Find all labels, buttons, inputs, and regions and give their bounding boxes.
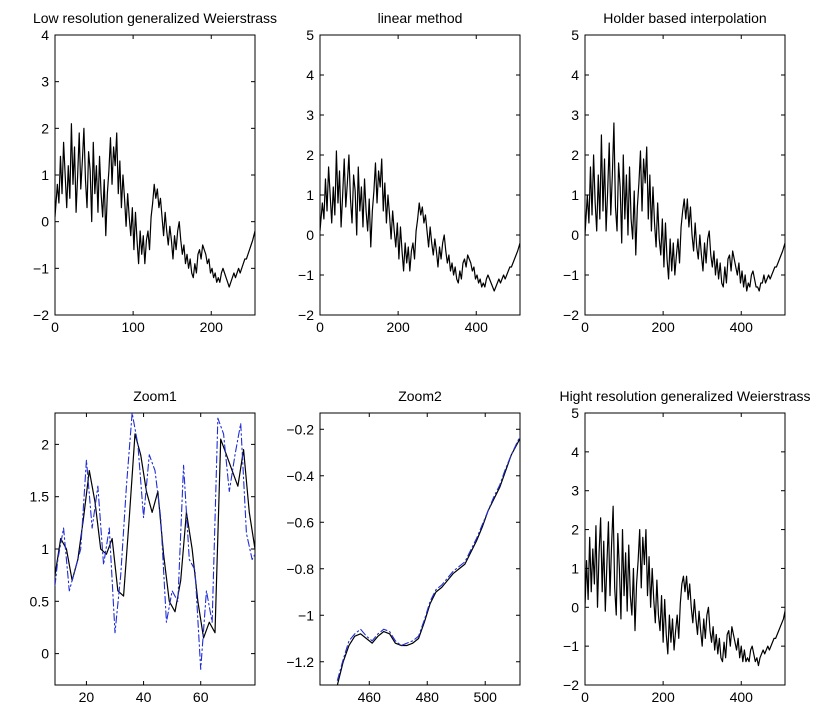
axes-frame [54, 412, 256, 686]
y-tick-label: 0.5 [30, 593, 50, 609]
y-tick-label: 3 [571, 483, 579, 499]
x-tick-label: 200 [651, 319, 675, 335]
panel-zoom2: Zoom2 460 480 500 −1.2 −1 −0.8 −0.6 −0.4 −0.2 [286, 388, 521, 705]
chart-title: Hight resolution generalized Weierstrass [559, 388, 810, 404]
y-tick-label: 2 [41, 436, 49, 452]
y-tick-label: −1 [298, 607, 314, 623]
y-tick-label: 2 [41, 120, 49, 136]
x-tick-label: 400 [465, 319, 489, 335]
series-group [585, 505, 785, 667]
y-tick-label: 2 [306, 147, 314, 163]
y-tick-label: 4 [571, 67, 579, 83]
chart-title: Holder based interpolation [603, 10, 766, 26]
panel-low-resolution: Low resolution generalized Weierstrass 0 1… [33, 10, 277, 335]
y-tick-label: −0.2 [286, 421, 314, 437]
y-tick-label: 0 [306, 227, 314, 243]
y-tick-label: 1 [41, 167, 49, 183]
panel-high-resolution: Hight resolution generalized Weierstrass… [559, 388, 810, 705]
x-tick-label: 40 [136, 689, 152, 705]
y-tick-label: −2 [563, 307, 579, 323]
x-tick-label: 500 [474, 689, 498, 705]
axes-frame [584, 412, 786, 686]
y-tick-label: 1 [41, 541, 49, 557]
y-tick-label: −1 [563, 267, 579, 283]
axes-frame [319, 412, 521, 686]
y-tick-label: 2 [571, 522, 579, 538]
y-tick-label: 0 [571, 599, 579, 615]
series-line-1 [55, 123, 255, 288]
chart-title: Zoom1 [133, 388, 177, 404]
y-tick-label: 4 [41, 27, 49, 43]
series-group [55, 413, 255, 670]
y-tick-label: 4 [306, 67, 314, 83]
x-tick-label: 0 [581, 689, 589, 705]
y-tick-label: 0 [41, 646, 49, 662]
x-tick-label: 400 [730, 689, 754, 705]
y-tick-label: 5 [571, 405, 579, 421]
series-group [320, 150, 520, 292]
y-tick-label: 0 [571, 227, 579, 243]
series-group [336, 435, 520, 685]
y-tick-label: −1 [33, 260, 49, 276]
series-group [585, 122, 785, 292]
panel-linear-method: linear method 0 200 400 −2 −1 0 1 2 3 4 5 [298, 10, 521, 335]
series-line-2 [55, 413, 255, 670]
series-line-2 [336, 435, 520, 681]
y-tick-label: −2 [33, 307, 49, 323]
series-group [55, 123, 255, 288]
y-tick-label: 1 [571, 560, 579, 576]
series-line-1 [585, 505, 785, 667]
series-line-1 [320, 150, 520, 292]
x-tick-label: 0 [316, 319, 324, 335]
x-tick-label: 200 [651, 689, 675, 705]
chart-title: linear method [378, 10, 463, 26]
x-tick-label: 480 [416, 689, 440, 705]
y-tick-label: −0.4 [286, 468, 314, 484]
y-tick-label: −2 [298, 307, 314, 323]
y-tick-label: 4 [571, 444, 579, 460]
y-tick-label: 1 [306, 187, 314, 203]
y-tick-label: −1 [563, 638, 579, 654]
y-tick-label: 1.5 [30, 489, 50, 505]
y-tick-label: 3 [41, 74, 49, 90]
x-tick-label: 60 [193, 689, 209, 705]
y-tick-label: 5 [306, 27, 314, 43]
x-tick-label: 460 [358, 689, 382, 705]
x-tick-label: 20 [79, 689, 95, 705]
series-line-1 [585, 122, 785, 292]
y-tick-label: 3 [571, 107, 579, 123]
y-tick-label: 3 [306, 107, 314, 123]
x-tick-label: 400 [730, 319, 754, 335]
y-tick-label: −2 [563, 677, 579, 693]
panel-holder-interpolation: Holder based interpolation 0 200 400 −2 −1 0 1 2… [563, 10, 786, 335]
x-tick-label: 0 [51, 319, 59, 335]
panel-zoom1: Zoom1 20 40 60 0 0.5 1 1.5 2 [30, 388, 256, 705]
x-tick-label: 100 [121, 319, 145, 335]
y-tick-label: 0 [41, 214, 49, 230]
y-tick-label: −1.2 [286, 654, 314, 670]
chart-title: Low resolution generalized Weierstrass [33, 10, 277, 26]
y-tick-label: 1 [571, 187, 579, 203]
y-tick-label: 2 [571, 147, 579, 163]
y-tick-label: 5 [571, 27, 579, 43]
x-tick-label: 200 [200, 319, 224, 335]
x-tick-label: 200 [386, 319, 410, 335]
chart-title: Zoom2 [398, 388, 442, 404]
y-tick-label: −1 [298, 267, 314, 283]
y-tick-label: −0.6 [286, 514, 314, 530]
y-tick-label: −0.8 [286, 561, 314, 577]
x-tick-label: 0 [581, 319, 589, 335]
